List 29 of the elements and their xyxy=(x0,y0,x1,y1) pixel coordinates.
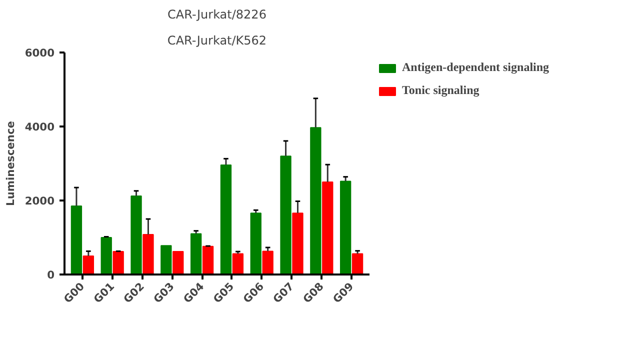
bar xyxy=(70,206,82,274)
bar xyxy=(352,253,364,274)
bar xyxy=(292,212,304,274)
bar xyxy=(310,127,322,274)
y-tick-label: 6000 xyxy=(24,46,55,60)
legend-label: Tonic signaling xyxy=(402,83,480,98)
bar xyxy=(190,233,202,274)
bar xyxy=(172,251,184,274)
bar xyxy=(340,180,352,274)
y-tick-label: 4000 xyxy=(24,120,55,134)
bar xyxy=(112,251,124,274)
y-tick-label: 0 xyxy=(47,268,55,282)
y-tick-label: 2000 xyxy=(24,194,55,208)
bar xyxy=(262,250,274,274)
chart-subtitle: CAR-Jurkat/K562 xyxy=(167,34,267,48)
bar xyxy=(142,234,154,274)
bar xyxy=(322,182,334,274)
bar xyxy=(220,164,232,274)
bar xyxy=(160,245,172,274)
legend-label: Antigen-dependent signaling xyxy=(402,60,550,75)
bar xyxy=(280,156,292,274)
bar xyxy=(202,246,214,274)
chart-title: CAR-Jurkat/8226 xyxy=(168,8,266,22)
bar xyxy=(232,253,244,274)
y-axis-title: Luminescence xyxy=(4,121,17,206)
bar xyxy=(250,212,262,274)
bar xyxy=(130,196,142,274)
bar xyxy=(100,237,112,274)
bar xyxy=(82,256,94,274)
